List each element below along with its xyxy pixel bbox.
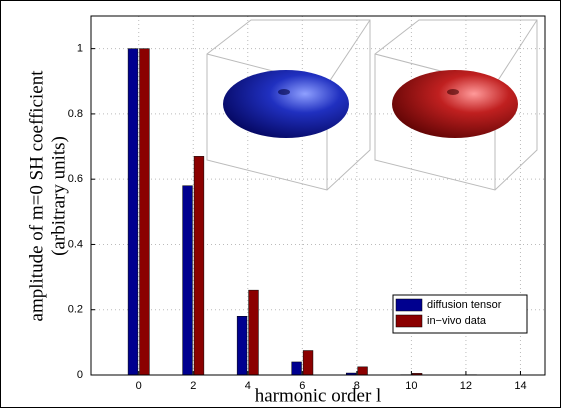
x-tick-label: 10 — [405, 380, 417, 392]
y-axis-title: amplitude of m=0 SH coefficient — [26, 70, 47, 322]
x-tick-label: 12 — [460, 380, 472, 392]
bar — [292, 362, 302, 375]
legend-label: diffusion tensor — [427, 299, 502, 311]
legend-swatch — [396, 315, 422, 327]
bar — [140, 49, 150, 375]
y-tick-label: 0 — [77, 369, 83, 381]
y-tick-label: 0.4 — [68, 238, 83, 250]
x-tick-label: 4 — [245, 380, 251, 392]
bar — [249, 290, 259, 375]
bar — [237, 316, 247, 375]
bar — [303, 351, 313, 375]
chart: 00.20.40.60.8102468101214 diffusion tens… — [0, 0, 561, 408]
x-tick-label: 0 — [136, 380, 142, 392]
x-axis-title: harmonic order l — [255, 385, 382, 406]
x-tick-label: 14 — [514, 380, 526, 392]
bar — [183, 186, 193, 375]
bar — [128, 49, 138, 375]
legend-label: in−vivo data — [427, 315, 487, 327]
x-tick-label: 2 — [190, 380, 196, 392]
legend-swatch — [396, 299, 422, 311]
y-axis-title: (arbitrary units) — [48, 136, 69, 256]
bar — [194, 156, 204, 375]
y-tick-label: 0.6 — [68, 173, 83, 185]
y-tick-label: 0.8 — [68, 108, 83, 120]
y-tick-label: 1 — [77, 43, 83, 55]
y-tick-label: 0.2 — [68, 304, 83, 316]
bar — [358, 367, 368, 375]
